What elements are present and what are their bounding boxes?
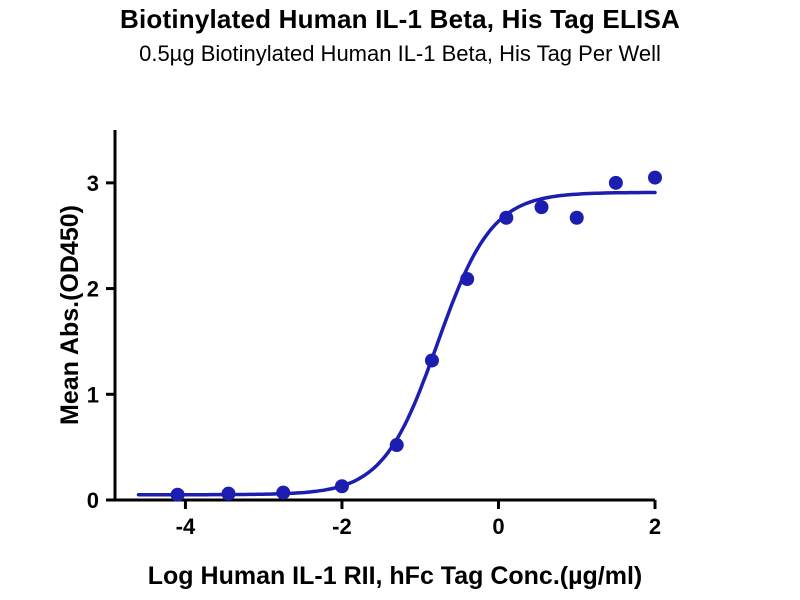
data-point xyxy=(460,272,475,287)
y-axis-label: Mean Abs.(OD450) xyxy=(56,205,84,425)
y-tick-label: 1 xyxy=(87,382,99,407)
y-tick-label: 2 xyxy=(87,277,99,302)
x-tick-label: 2 xyxy=(649,514,661,539)
x-tick-label: -4 xyxy=(176,514,196,539)
y-tick-label: 0 xyxy=(87,488,99,513)
data-point xyxy=(608,175,623,190)
data-point xyxy=(170,487,185,502)
data-point xyxy=(648,170,662,185)
data-point xyxy=(534,200,549,215)
chart-subtitle: 0.5µg Biotinylated Human IL-1 Beta, His … xyxy=(139,41,661,66)
x-axis-label: Log Human IL-1 RII, hFc Tag Conc.(µg/ml) xyxy=(148,562,642,590)
data-point xyxy=(221,486,236,501)
y-tick-label: 3 xyxy=(87,171,99,196)
data-point xyxy=(499,210,514,225)
x-tick-label: -2 xyxy=(332,514,352,539)
x-tick-label: 0 xyxy=(492,514,504,539)
data-point xyxy=(334,479,349,494)
chart-title: Biotinylated Human IL-1 Beta, His Tag EL… xyxy=(120,4,680,34)
data-point xyxy=(276,485,291,500)
data-point xyxy=(424,353,439,368)
data-point xyxy=(569,210,584,225)
data-point xyxy=(389,438,404,453)
